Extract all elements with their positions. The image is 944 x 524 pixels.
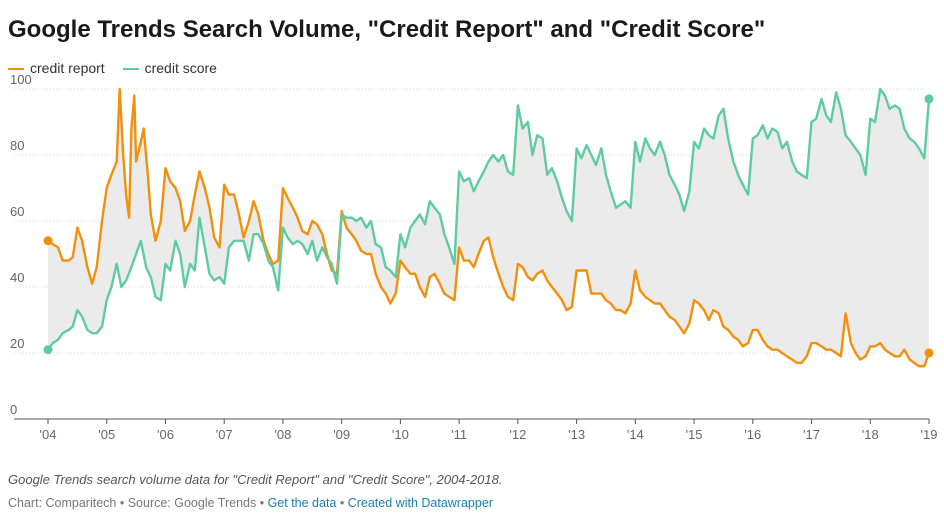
x-tick-label: '16 (744, 427, 761, 442)
series-line-credit-score (46, 87, 931, 351)
y-tick-label: 100 (10, 72, 32, 87)
x-tick-label: '11 (451, 427, 467, 442)
x-tick-label: '06 (157, 427, 174, 442)
legend-item-credit-report: credit report (8, 60, 105, 76)
y-tick-label: 80 (10, 138, 24, 153)
x-tick-label: '14 (627, 427, 644, 442)
x-tick-label: '05 (98, 427, 115, 442)
get-the-data-link[interactable]: Get the data (267, 496, 337, 510)
legend-swatch-credit-report (8, 68, 24, 71)
chart-title: Google Trends Search Volume, "Credit Rep… (8, 16, 766, 43)
x-tick-label: '19 (921, 427, 938, 442)
chart-legend: credit report credit score (8, 60, 231, 76)
footer-separator: • (256, 496, 268, 510)
chart-footer: Chart: Comparitech • Source: Google Tren… (8, 496, 493, 510)
footer-separator: • (336, 496, 348, 510)
footer-source: Source: Google Trends (127, 496, 257, 510)
datawrapper-link[interactable]: Created with Datawrapper (347, 496, 493, 510)
legend-item-credit-score: credit score (122, 60, 217, 76)
series-line-credit-report (46, 87, 931, 368)
y-tick-label: 0 (10, 402, 17, 417)
line-chart: 0 20 40 60 80 100 '04 '05 '06 '07 '08 '09 '10 '11 '12 '… (10, 72, 938, 442)
x-tick-label: '13 (568, 427, 585, 442)
y-tick-label: 40 (10, 270, 24, 285)
series-end-point (924, 94, 934, 104)
x-tick-label: '18 (862, 427, 879, 442)
x-tick-label: '15 (686, 427, 703, 442)
x-tick-label: '08 (274, 427, 291, 442)
series-start-point (43, 345, 53, 355)
series-end-point (924, 348, 934, 358)
y-tick-label: 60 (10, 204, 24, 219)
x-tick-label: '10 (392, 427, 409, 442)
series-start-point (43, 236, 53, 246)
gap-area (48, 89, 929, 367)
x-tick-label: '04 (40, 427, 57, 442)
x-tick-label: '17 (803, 427, 820, 442)
legend-label-credit-score: credit score (144, 60, 217, 76)
legend-label-credit-report: credit report (30, 60, 105, 76)
x-tick-label: '07 (216, 427, 233, 442)
footer-chart-credit: Chart: Comparitech (8, 496, 117, 510)
x-tick-label: '09 (333, 427, 350, 442)
y-tick-label: 20 (10, 336, 24, 351)
x-tick-label: '12 (509, 427, 526, 442)
footer-separator: • (116, 496, 128, 510)
legend-swatch-credit-score (122, 68, 139, 71)
chart-notes: Google Trends search volume data for "Cr… (8, 472, 503, 487)
